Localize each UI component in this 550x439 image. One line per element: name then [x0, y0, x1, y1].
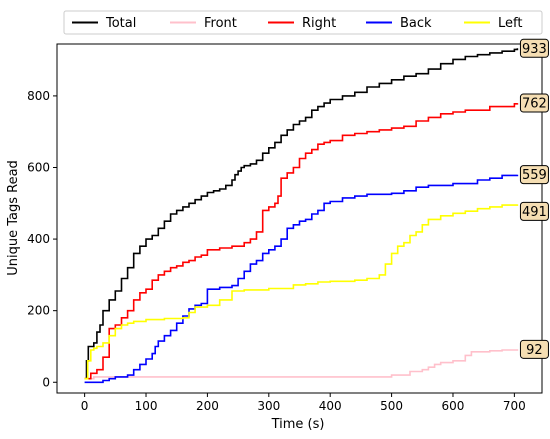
- end-badge-box-left: [519, 201, 549, 221]
- series-line-front: [84, 349, 519, 380]
- legend-label-right: Right: [302, 16, 336, 31]
- y-axis-label: Unique Tags Read: [6, 160, 21, 276]
- series-line-left: [84, 204, 519, 380]
- y-tick-label: 0: [42, 375, 50, 389]
- y-tick-label: 800: [27, 89, 50, 103]
- y-tick-label: 200: [27, 304, 50, 318]
- series-line-right: [84, 103, 519, 380]
- x-tick-label: 700: [503, 399, 526, 413]
- y-axis-ticks: 0 200 400 600 800: [27, 89, 57, 389]
- x-tick-label: 300: [257, 399, 280, 413]
- series-line-back: [84, 174, 519, 384]
- x-tick-label: 0: [81, 399, 89, 413]
- end-badge-label-back: 559: [522, 168, 547, 183]
- legend-label-back: Back: [400, 16, 432, 31]
- x-tick-label: 400: [319, 399, 342, 413]
- end-badge-label-front: 92: [526, 343, 543, 358]
- end-badge-box-right: [519, 93, 549, 113]
- x-axis-ticks: 0 100 200 300 400 500 600 700: [81, 393, 526, 413]
- series-layer: [84, 48, 519, 384]
- end-badge-label-left: 491: [522, 205, 547, 220]
- legend: Total Front Right Back Left: [63, 10, 543, 35]
- y-tick-label: 600: [27, 160, 50, 174]
- y-tick-label: 400: [27, 232, 50, 246]
- x-tick-label: 600: [442, 399, 465, 413]
- end-badge-label-right: 762: [522, 97, 547, 112]
- end-badge-label-total: 933: [522, 42, 547, 57]
- series-line-total: [84, 48, 519, 380]
- x-tick-label: 200: [196, 399, 219, 413]
- end-badge-box-front: [519, 339, 549, 359]
- plot-area: [56, 43, 543, 394]
- legend-label-front: Front: [204, 16, 237, 31]
- legend-label-left: Left: [498, 16, 522, 31]
- x-tick-label: 100: [135, 399, 158, 413]
- end-value-badges: 933 92 762 559 491: [519, 38, 549, 359]
- end-badge-box-total: [519, 38, 549, 58]
- x-tick-label: 500: [380, 399, 403, 413]
- end-badge-box-back: [519, 165, 549, 185]
- x-axis-label: Time (s): [271, 417, 325, 432]
- legend-label-total: Total: [105, 16, 136, 31]
- legend-frame: [63, 10, 543, 35]
